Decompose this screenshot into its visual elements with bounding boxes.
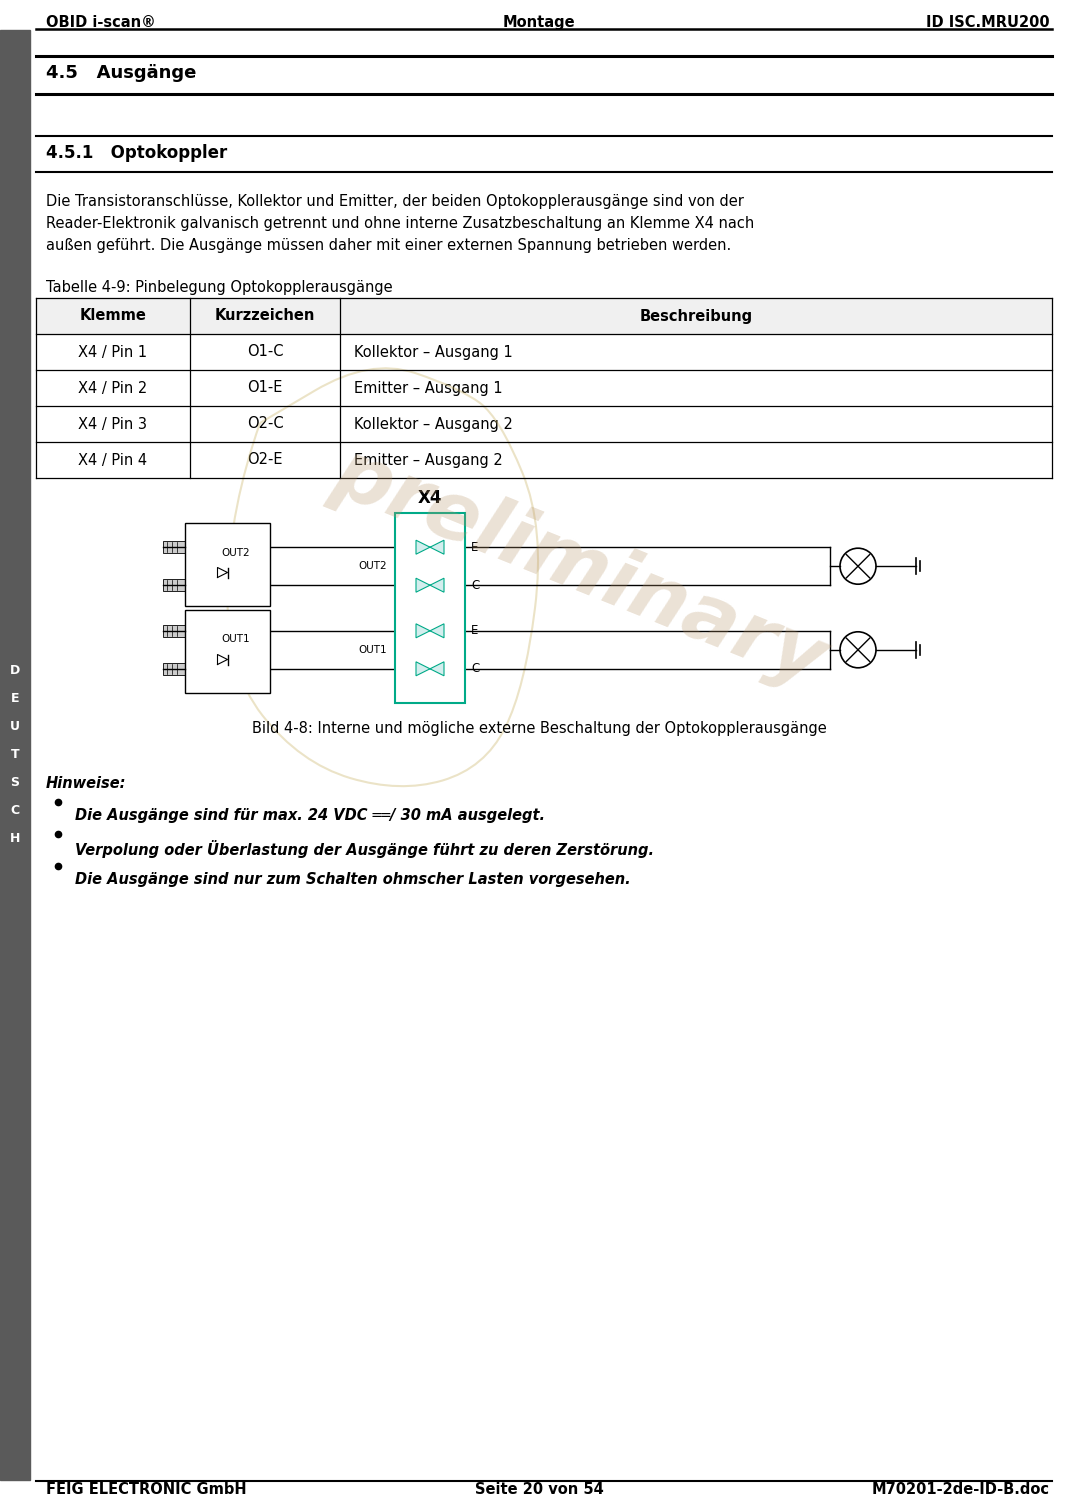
Polygon shape: [416, 662, 444, 675]
Text: Kurzzeichen: Kurzzeichen: [215, 308, 315, 323]
Text: X4 / Pin 2: X4 / Pin 2: [79, 381, 148, 396]
Text: E: E: [471, 541, 479, 553]
Polygon shape: [416, 579, 444, 592]
Text: ID ISC.MRU200: ID ISC.MRU200: [926, 15, 1050, 30]
Bar: [163, 579, 185, 591]
Text: X4 / Pin 3: X4 / Pin 3: [79, 417, 148, 432]
Text: Tabelle 4-9: Pinbelegung Optokopplerausgänge: Tabelle 4-9: Pinbelegung Optokopplerausg…: [46, 280, 392, 295]
Text: X4 / Pin 4: X4 / Pin 4: [79, 452, 148, 467]
Text: OUT1: OUT1: [358, 645, 387, 654]
Text: U: U: [10, 721, 20, 733]
Text: H: H: [10, 833, 20, 846]
Text: O1-C: O1-C: [247, 345, 284, 360]
Text: preliminary: preliminary: [323, 434, 837, 703]
Text: Die Ausgänge sind nur zum Schalten ohmscher Lasten vorgesehen.: Die Ausgänge sind nur zum Schalten ohmsc…: [75, 872, 631, 887]
Bar: [163, 541, 185, 553]
Text: 4.5.1   Optokoppler: 4.5.1 Optokoppler: [46, 144, 227, 162]
Text: X4: X4: [418, 490, 442, 508]
Text: Reader-Elektronik galvanisch getrennt und ohne interne Zusatzbeschaltung an Klem: Reader-Elektronik galvanisch getrennt un…: [46, 216, 755, 231]
Text: E: E: [11, 692, 19, 706]
Text: OUT2: OUT2: [358, 561, 387, 571]
Text: Kollektor – Ausgang 2: Kollektor – Ausgang 2: [354, 417, 513, 432]
Text: OBID i-scan®: OBID i-scan®: [46, 15, 155, 30]
Bar: [163, 663, 185, 675]
Text: 4.5   Ausgänge: 4.5 Ausgänge: [46, 63, 196, 82]
Text: Montage: Montage: [502, 15, 576, 30]
Text: Die Transistoranschlüsse, Kollektor und Emitter, der beiden Optokopplerausgänge : Die Transistoranschlüsse, Kollektor und …: [46, 193, 744, 209]
Text: OUT2: OUT2: [221, 547, 250, 558]
Text: Kollektor – Ausgang 1: Kollektor – Ausgang 1: [354, 345, 513, 360]
Bar: [185, 610, 270, 694]
Text: O1-E: O1-E: [247, 381, 282, 396]
Text: außen geführt. Die Ausgänge müssen daher mit einer externen Spannung betrieben w: außen geführt. Die Ausgänge müssen daher…: [46, 239, 731, 252]
Text: C: C: [471, 579, 480, 592]
Text: Bild 4-8: Interne und mögliche externe Beschaltung der Optokopplerausgänge: Bild 4-8: Interne und mögliche externe B…: [251, 721, 827, 736]
Text: S: S: [11, 777, 19, 790]
Text: Klemme: Klemme: [80, 308, 147, 323]
Text: Hinweise:: Hinweise:: [46, 777, 126, 790]
Text: Verpolung oder Überlastung der Ausgänge führt zu deren Zerstörung.: Verpolung oder Überlastung der Ausgänge …: [75, 840, 654, 858]
Text: Seite 20 von 54: Seite 20 von 54: [474, 1482, 604, 1497]
Text: Emitter – Ausgang 2: Emitter – Ausgang 2: [354, 452, 502, 467]
Text: OUT1: OUT1: [221, 635, 250, 645]
Text: E: E: [471, 624, 479, 638]
Bar: [36, 298, 1052, 334]
Text: FEIG ELECTRONIC GmbH: FEIG ELECTRONIC GmbH: [46, 1482, 247, 1497]
Text: M70201-2de-ID-B.doc: M70201-2de-ID-B.doc: [872, 1482, 1050, 1497]
Polygon shape: [416, 541, 444, 555]
Text: D: D: [10, 665, 20, 677]
Text: Emitter – Ausgang 1: Emitter – Ausgang 1: [354, 381, 502, 396]
Text: X4 / Pin 1: X4 / Pin 1: [79, 345, 148, 360]
Bar: [185, 523, 270, 606]
Polygon shape: [416, 624, 444, 638]
Text: Die Ausgänge sind für max. 24 VDC ══/ 30 mA ausgelegt.: Die Ausgänge sind für max. 24 VDC ══/ 30…: [75, 808, 545, 823]
Text: T: T: [11, 748, 19, 762]
Bar: [395, 514, 465, 703]
Text: C: C: [471, 662, 480, 675]
Text: O2-E: O2-E: [247, 452, 282, 467]
Bar: [163, 626, 185, 636]
Text: O2-C: O2-C: [247, 417, 284, 432]
Text: C: C: [11, 804, 19, 817]
Bar: [0, 30, 30, 1479]
Text: Beschreibung: Beschreibung: [639, 308, 752, 323]
